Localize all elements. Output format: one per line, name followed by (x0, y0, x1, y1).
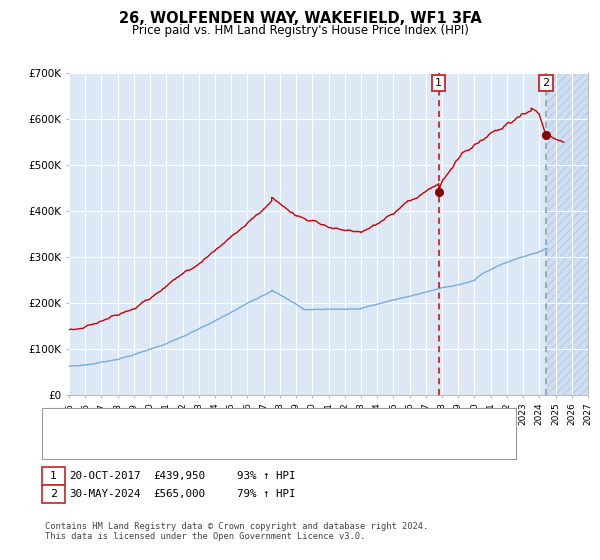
Text: 26, WOLFENDEN WAY, WAKEFIELD, WF1 3FA (detached house): 26, WOLFENDEN WAY, WAKEFIELD, WF1 3FA (d… (71, 418, 395, 428)
Text: 93% ↑ HPI: 93% ↑ HPI (237, 471, 296, 481)
Text: £565,000: £565,000 (153, 489, 205, 499)
Text: 20-OCT-2017: 20-OCT-2017 (69, 471, 140, 481)
Text: 2: 2 (50, 489, 57, 499)
Text: 2: 2 (542, 78, 550, 87)
Text: HPI: Average price, detached house, Wakefield: HPI: Average price, detached house, Wake… (71, 440, 341, 450)
Text: 79% ↑ HPI: 79% ↑ HPI (237, 489, 296, 499)
Text: 1: 1 (435, 78, 442, 87)
Text: —: — (52, 416, 68, 431)
Text: Price paid vs. HM Land Registry's House Price Index (HPI): Price paid vs. HM Land Registry's House … (131, 24, 469, 37)
Text: Contains HM Land Registry data © Crown copyright and database right 2024.
This d: Contains HM Land Registry data © Crown c… (45, 522, 428, 542)
Text: £439,950: £439,950 (153, 471, 205, 481)
Text: 30-MAY-2024: 30-MAY-2024 (69, 489, 140, 499)
Text: —: — (52, 437, 68, 452)
Text: 26, WOLFENDEN WAY, WAKEFIELD, WF1 3FA: 26, WOLFENDEN WAY, WAKEFIELD, WF1 3FA (119, 11, 481, 26)
Text: 1: 1 (50, 471, 57, 481)
Bar (547, 73, 588, 395)
